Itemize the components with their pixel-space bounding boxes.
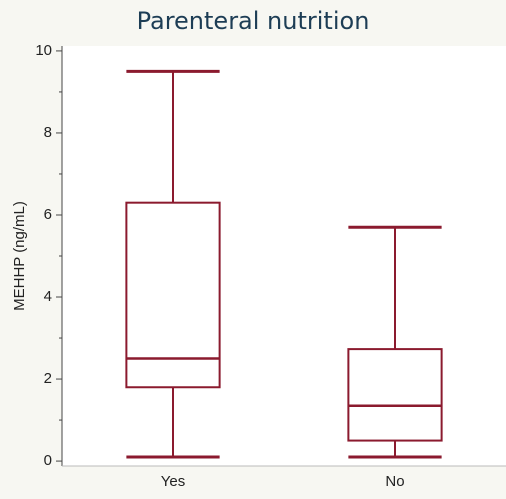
x-tick-label: Yes — [161, 473, 185, 490]
y-tick-label: 6 — [44, 206, 52, 223]
box — [125, 201, 221, 389]
y-tick-label: 10 — [35, 42, 52, 59]
y-axis-label: MEHHP (ng/mL) — [11, 201, 28, 311]
y-tick-label: 2 — [44, 370, 52, 387]
box — [347, 348, 443, 442]
plot-area — [62, 46, 506, 466]
y-tick-label: 4 — [44, 288, 52, 305]
y-tick-label: 8 — [44, 124, 52, 141]
chart-title: Parenteral nutrition — [137, 7, 370, 35]
x-tick-label: No — [385, 473, 404, 490]
y-tick-label: 0 — [44, 452, 52, 469]
